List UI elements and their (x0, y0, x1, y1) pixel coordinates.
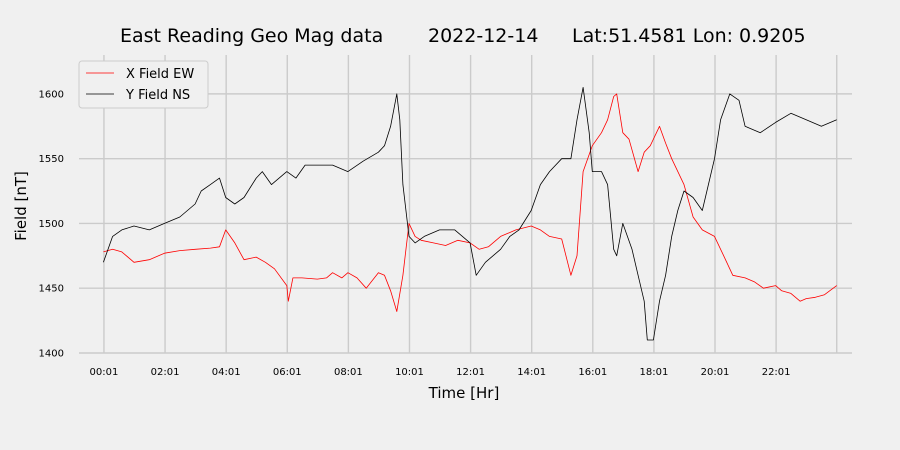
y-tick-label: 1550 (39, 154, 64, 165)
chart-title-name: East Reading Geo Mag data (120, 25, 383, 47)
x-axis-ticks: 00:01 02:01 04:01 06:01 08:01 10:01 12:01 14:01… (90, 367, 791, 378)
x-tick-label: 14:01 (517, 367, 546, 378)
x-tick-label: 10:01 (395, 367, 424, 378)
x-tick-label: 22:01 (762, 367, 791, 378)
x-tick-label: 20:01 (701, 367, 730, 378)
x-tick-label: 16:01 (578, 367, 607, 378)
x-tick-label: 08:01 (334, 367, 363, 378)
x-tick-label: 02:01 (151, 367, 180, 378)
chart-title-location: Lat:51.4581 Lon: 0.9205 (572, 25, 806, 47)
y-tick-label: 1450 (39, 284, 64, 295)
y-axis-label: Field [nT] (12, 171, 30, 241)
x-tick-label: 06:01 (273, 367, 302, 378)
grid-lines (79, 55, 852, 354)
x-tick-label: 04:01 (212, 367, 241, 378)
y-tick-label: 1500 (39, 219, 64, 230)
y-axis-ticks: 1400 1450 1500 1550 1600 (39, 89, 64, 359)
legend-label-x-field: X Field EW (126, 67, 194, 82)
y-tick-label: 1400 (39, 349, 64, 360)
x-tick-label: 00:01 (90, 367, 119, 378)
x-tick-label: 12:01 (456, 367, 485, 378)
chart-title-date: 2022-12-14 (428, 25, 538, 47)
legend: X Field EW Y Field NS (78, 60, 209, 109)
series-line-y-field-ns (103, 87, 837, 341)
x-tick-label: 18:01 (639, 367, 668, 378)
legend-label-y-field: Y Field NS (125, 88, 190, 103)
series-line-x-field-ew (103, 93, 837, 312)
y-tick-label: 1600 (39, 89, 64, 100)
series-lines (103, 87, 837, 341)
x-axis-label: Time [Hr] (428, 384, 500, 402)
